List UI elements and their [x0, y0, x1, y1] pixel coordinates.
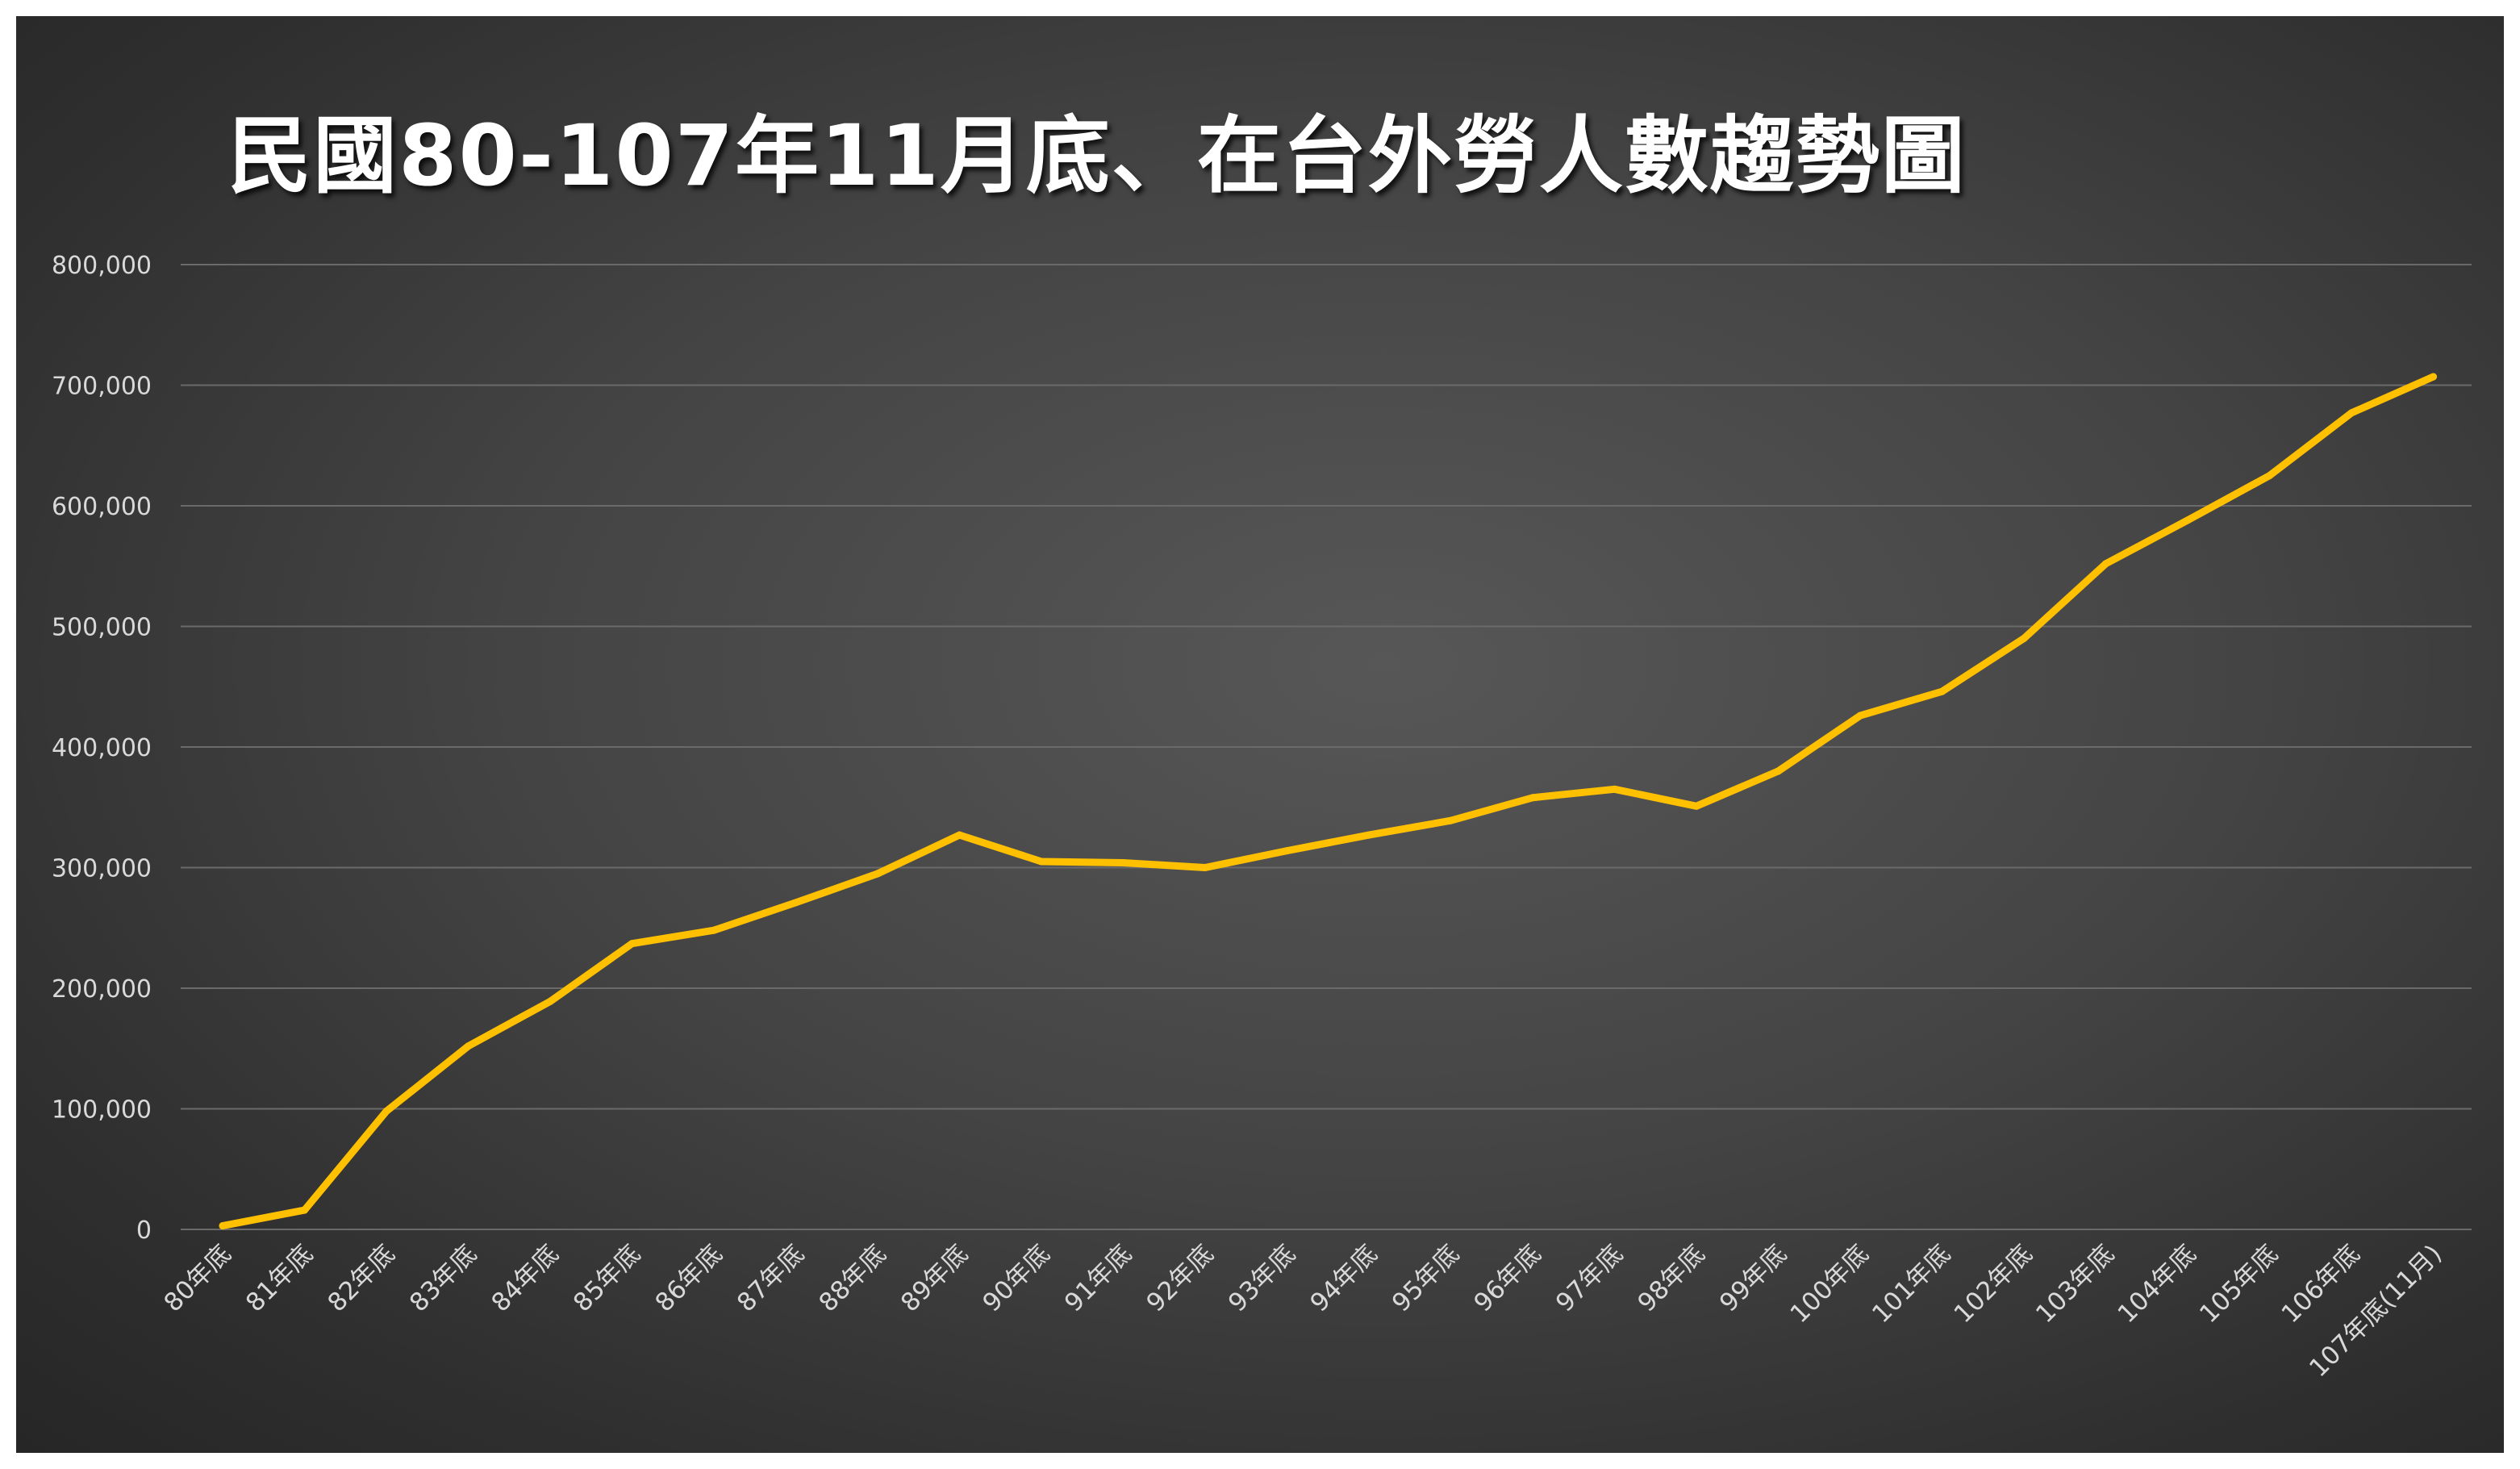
data-point	[2347, 409, 2355, 417]
data-point	[1856, 712, 1864, 720]
data-point	[382, 1107, 390, 1115]
data-point	[1938, 687, 1946, 695]
x-tick-label: 102年底	[1949, 1239, 2038, 1329]
data-point	[2184, 516, 2192, 524]
x-tick-label: 93年底	[1223, 1239, 1301, 1317]
x-tick-label: 89年底	[895, 1239, 974, 1317]
y-tick-label: 300,000	[52, 855, 152, 883]
x-tick-label: 99年底	[1714, 1239, 1792, 1317]
data-point	[1037, 858, 1045, 866]
x-tick-label: 105年底	[2194, 1239, 2284, 1329]
x-tick-label: 91年底	[1059, 1239, 1137, 1317]
data-point	[2020, 634, 2028, 642]
data-point	[465, 1042, 472, 1050]
series-line	[219, 373, 2437, 1229]
x-tick-label: 100年底	[1785, 1239, 1875, 1329]
series-layer	[219, 373, 2437, 1230]
x-tick-label: 103年底	[2030, 1239, 2120, 1329]
x-tick-label: 98年底	[1632, 1239, 1710, 1317]
x-tick-label: 81年底	[240, 1239, 319, 1317]
y-tick-label: 600,000	[52, 493, 152, 521]
x-tick-label: 94年底	[1304, 1239, 1383, 1317]
data-point	[301, 1206, 308, 1214]
data-point	[546, 997, 554, 1005]
x-tick-label: 83年底	[404, 1239, 482, 1317]
data-point	[874, 870, 882, 878]
x-tick-label: 88年底	[813, 1239, 891, 1317]
chart-title: 民國80-107年11月底、在台外勞人數趨勢圖	[227, 106, 1967, 205]
data-point	[1201, 864, 1209, 871]
y-tick-label: 400,000	[52, 734, 152, 762]
y-tick-label: 800,000	[52, 252, 152, 280]
y-tick-label: 700,000	[52, 373, 152, 401]
data-point	[1283, 847, 1291, 855]
data-point	[628, 940, 636, 948]
chart-frame	[16, 16, 2504, 1453]
x-tick-label: 86年底	[649, 1239, 728, 1317]
y-tick-label: 0	[136, 1217, 152, 1245]
x-tick-label: 84年底	[486, 1239, 564, 1317]
data-point	[1447, 816, 1454, 824]
data-point	[1611, 785, 1618, 793]
data-point	[792, 899, 799, 907]
x-tick-label: 90年底	[977, 1239, 1055, 1317]
x-tick-label: 101年底	[1867, 1239, 1956, 1329]
x-tick-label: 82年底	[322, 1239, 400, 1317]
data-point	[956, 831, 963, 839]
data-point	[1692, 802, 1700, 810]
data-point	[1529, 794, 1537, 802]
y-tick-label: 200,000	[52, 975, 152, 1004]
x-axis-ticks: 80年底 81年底 82年底 83年底 84年底 85年底 86年底 87年底 88年底 89年底…	[158, 1239, 2447, 1383]
x-tick-label: 92年底	[1141, 1239, 1219, 1317]
data-point	[1775, 767, 1782, 775]
x-tick-label: 95年底	[1387, 1239, 1465, 1317]
x-tick-label: 87年底	[732, 1239, 810, 1317]
x-tick-label: 85年底	[568, 1239, 646, 1317]
x-tick-label: 96年底	[1468, 1239, 1546, 1317]
data-point	[219, 1222, 227, 1230]
data-point	[1365, 831, 1373, 839]
y-tick-label: 500,000	[52, 614, 152, 642]
data-point	[710, 926, 718, 934]
data-point	[1120, 859, 1127, 867]
x-tick-label: 97年底	[1550, 1239, 1629, 1317]
data-point	[2102, 560, 2109, 568]
x-tick-label: 80年底	[158, 1239, 236, 1317]
data-point	[2430, 373, 2437, 381]
data-point	[2266, 472, 2273, 480]
x-tick-label: 104年底	[2113, 1239, 2202, 1329]
gridlines	[181, 264, 2472, 1230]
y-axis-ticks: 0 100,000 200,000 300,000 400,000 500,000 600,…	[52, 252, 152, 1245]
y-tick-label: 100,000	[52, 1096, 152, 1125]
